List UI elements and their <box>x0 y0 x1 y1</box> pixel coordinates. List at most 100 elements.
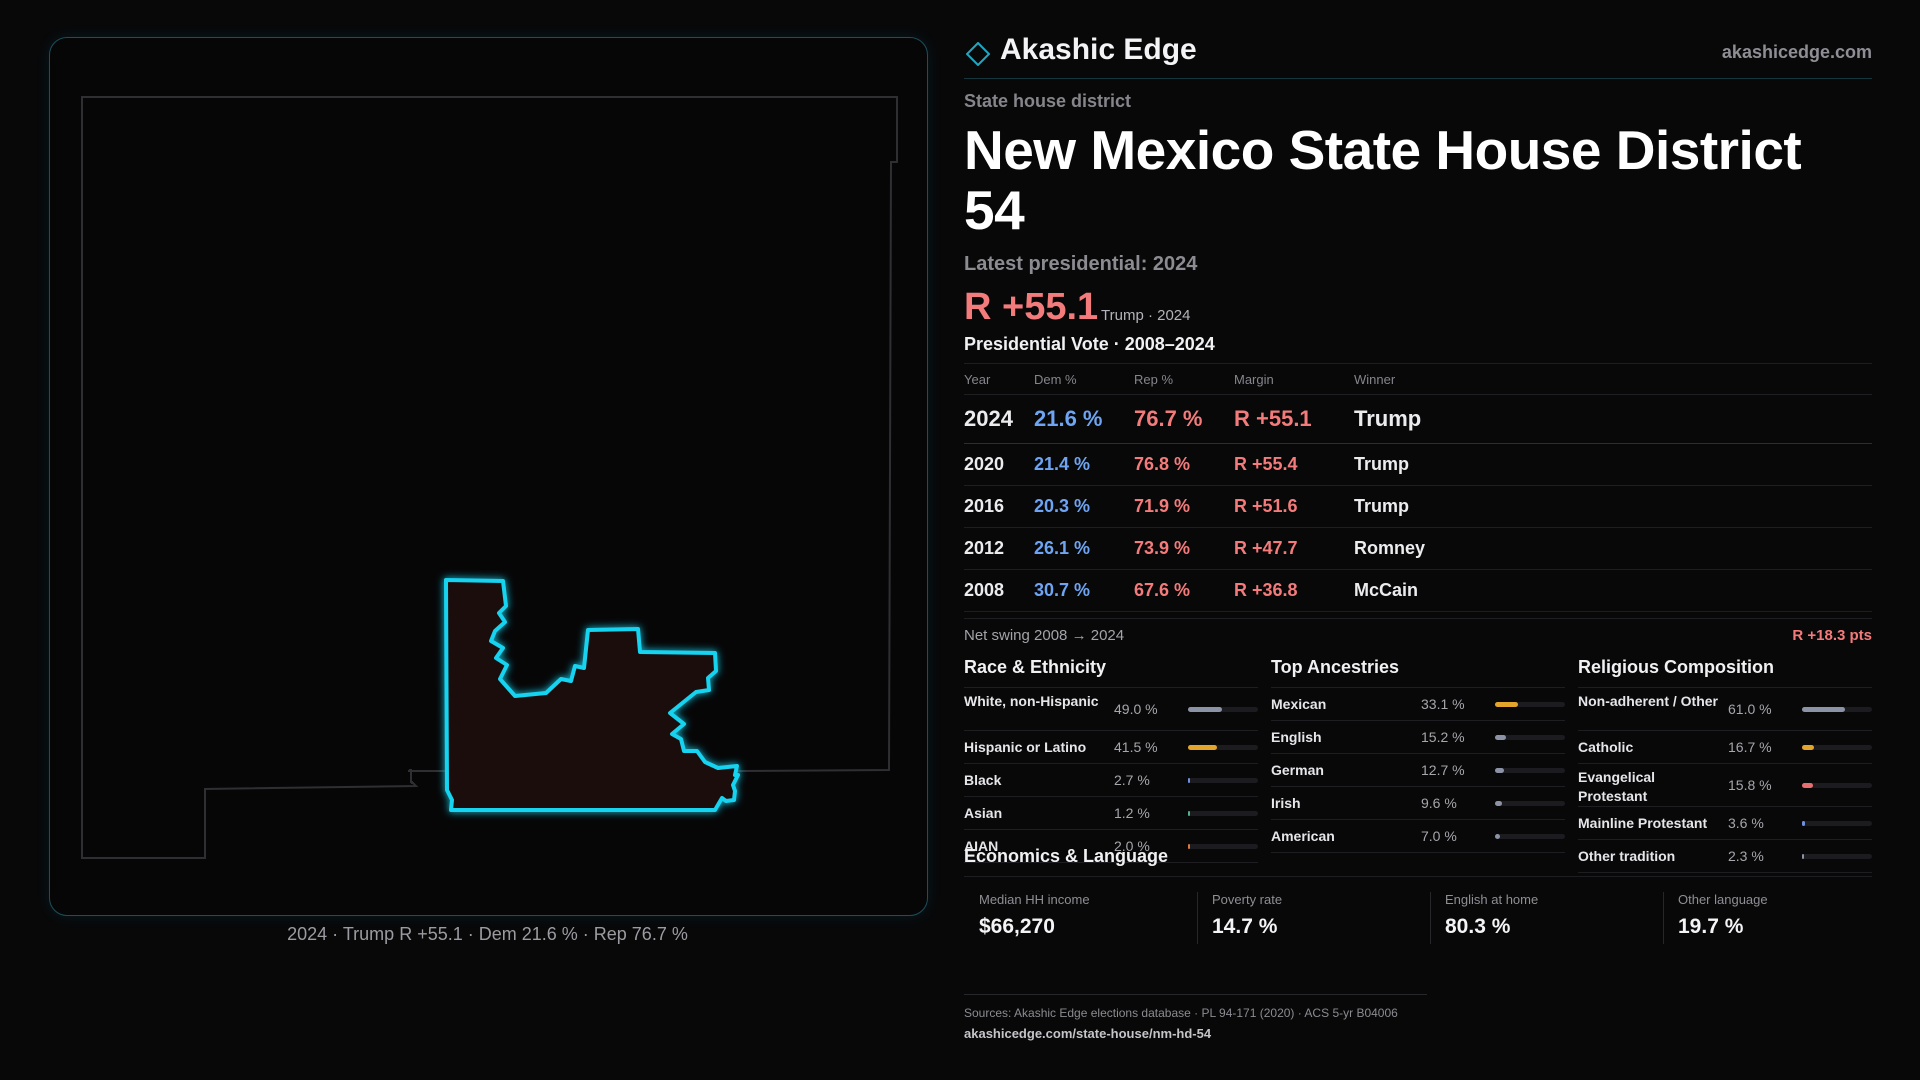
econ-label: English at home <box>1445 892 1539 907</box>
cell-dem: 21.4 % <box>1034 443 1134 486</box>
ancestry-bar-track <box>1495 767 1565 773</box>
ancestries-section: Top Ancestries Mexican 33.1 % English 15.2 … <box>1271 657 1565 853</box>
race-bar <box>1188 843 1190 849</box>
race-row: Asian 1.2 % <box>964 797 1258 830</box>
district-shape[interactable] <box>444 578 740 812</box>
ancestry-value: 7.0 % <box>1421 827 1457 844</box>
brand-name: Akashic Edge <box>1000 33 1197 66</box>
header-winner: Winner <box>1354 364 1872 395</box>
religion-row: Other tradition 2.3 % <box>1578 840 1872 873</box>
race-bar <box>1188 810 1190 816</box>
ancestry-bar-track <box>1495 800 1565 806</box>
race-bar-track <box>1188 843 1258 849</box>
religion-value: 61.0 % <box>1728 700 1772 717</box>
cell-margin: R +55.4 <box>1234 443 1354 486</box>
ancestry-label: American <box>1271 828 1335 844</box>
cell-margin: R +51.6 <box>1234 485 1354 528</box>
religion-bar-track <box>1802 853 1872 859</box>
map-panel[interactable] <box>49 37 928 916</box>
cell-year: 2024 <box>964 394 1034 444</box>
district-map[interactable] <box>50 38 927 915</box>
sources-url[interactable]: akashicedge.com/state-house/nm-hd-54 <box>964 1026 1212 1041</box>
religion-label: Other tradition <box>1578 848 1676 864</box>
details-panel: Akashic Edge akashicedge.com State house… <box>964 32 1872 897</box>
religion-bar-track <box>1802 820 1872 826</box>
religion-value: 3.6 % <box>1728 814 1764 831</box>
econ-english-at-home: English at home 80.3 % <box>1430 892 1645 944</box>
econ-value: $66,270 <box>979 915 1055 938</box>
religion-value: 2.3 % <box>1728 847 1764 864</box>
diamond-logo-icon <box>966 42 990 66</box>
religion-bar <box>1802 744 1814 750</box>
economics-title: Economics & Language <box>964 846 1872 877</box>
race-bar-track <box>1188 706 1258 712</box>
cell-year: 2020 <box>964 443 1034 486</box>
race-label: AIAN <box>964 838 999 854</box>
religion-bar <box>1802 706 1845 712</box>
religion-bar-track <box>1802 706 1872 712</box>
latest-margin-sub: Trump · 2024 <box>1101 307 1191 324</box>
ancestry-bar <box>1495 734 1506 740</box>
ancestry-bar-track <box>1495 833 1565 839</box>
ancestry-bar-track <box>1495 734 1565 740</box>
cell-dem: 20.3 % <box>1034 485 1134 528</box>
religion-bar <box>1802 820 1805 826</box>
cell-winner: Trump <box>1354 394 1872 444</box>
ancestry-value: 33.1 % <box>1421 695 1465 712</box>
cell-year: 2012 <box>964 527 1034 570</box>
religion-row: Catholic 16.7 % <box>1578 731 1872 764</box>
cell-dem: 26.1 % <box>1034 527 1134 570</box>
ancestry-row: Irish 9.6 % <box>1271 787 1565 820</box>
table-row: 2012 26.1 % 73.9 % R +47.7 Romney <box>964 527 1872 570</box>
religion-label: Non-adherent / Other <box>1578 693 1719 709</box>
latest-margin-value: R +55.1 <box>964 286 1099 328</box>
race-bar-track <box>1188 744 1258 750</box>
ancestry-bar <box>1495 833 1500 839</box>
net-swing-row: Net swing 2008 → 2024 R +18.3 pts <box>964 618 1872 649</box>
table-row: 2020 21.4 % 76.8 % R +55.4 Trump <box>964 443 1872 486</box>
econ-label: Poverty rate <box>1212 892 1283 907</box>
net-swing-label: Net swing 2008 → 2024 <box>964 627 1125 644</box>
race-label: Black <box>964 772 1002 788</box>
race-value: 2.0 % <box>1114 837 1150 854</box>
econ-label: Other language <box>1678 892 1768 907</box>
cell-winner: McCain <box>1354 569 1872 612</box>
religion-row: Non-adherent / Other 61.0 % <box>1578 688 1872 731</box>
race-label: Hispanic or Latino <box>964 739 1087 755</box>
religion-label: Evangelical Protestant <box>1578 769 1656 804</box>
race-ethnicity-title: Race & Ethnicity <box>964 657 1258 688</box>
race-value: 49.0 % <box>1114 700 1158 717</box>
cell-margin: R +36.8 <box>1234 569 1354 612</box>
cell-year: 2016 <box>964 485 1034 528</box>
ancestry-value: 15.2 % <box>1421 728 1465 745</box>
ancestry-value: 9.6 % <box>1421 794 1457 811</box>
religion-value: 16.7 % <box>1728 738 1772 755</box>
cell-dem: 21.6 % <box>1034 394 1134 444</box>
religion-title: Religious Composition <box>1578 657 1872 688</box>
race-value: 41.5 % <box>1114 738 1158 755</box>
latest-presidential-label: Latest presidential: 2024 <box>964 253 1198 275</box>
latest-margin: R +55.1 Trump · 2024 <box>964 286 1872 330</box>
cell-margin: R +55.1 <box>1234 394 1354 444</box>
religion-bar-track <box>1802 744 1872 750</box>
ancestry-bar-track <box>1495 701 1565 707</box>
brand-url[interactable]: akashicedge.com <box>1721 42 1872 62</box>
demographics-columns: Race & Ethnicity White, non-Hispanic 49.0… <box>964 657 1872 897</box>
race-bar-track <box>1188 777 1258 783</box>
race-bar <box>1188 777 1190 783</box>
net-swing-value: R +18.3 pts <box>1792 627 1872 644</box>
religion-label: Catholic <box>1578 739 1634 755</box>
cell-margin: R +47.7 <box>1234 527 1354 570</box>
religion-bar <box>1802 853 1804 859</box>
ancestry-bar <box>1495 800 1502 806</box>
econ-value: 14.7 % <box>1212 915 1278 938</box>
race-bar-track <box>1188 810 1258 816</box>
religion-bar <box>1802 782 1814 788</box>
race-label: Asian <box>964 805 1003 821</box>
ancestry-value: 12.7 % <box>1421 761 1465 778</box>
econ-other-language: Other language 19.7 % <box>1663 892 1868 944</box>
religion-bar-track <box>1802 782 1872 788</box>
econ-median-income: Median HH income $66,270 <box>964 892 1179 944</box>
header-dem: Dem % <box>1034 364 1134 395</box>
ancestry-label: English <box>1271 729 1322 745</box>
